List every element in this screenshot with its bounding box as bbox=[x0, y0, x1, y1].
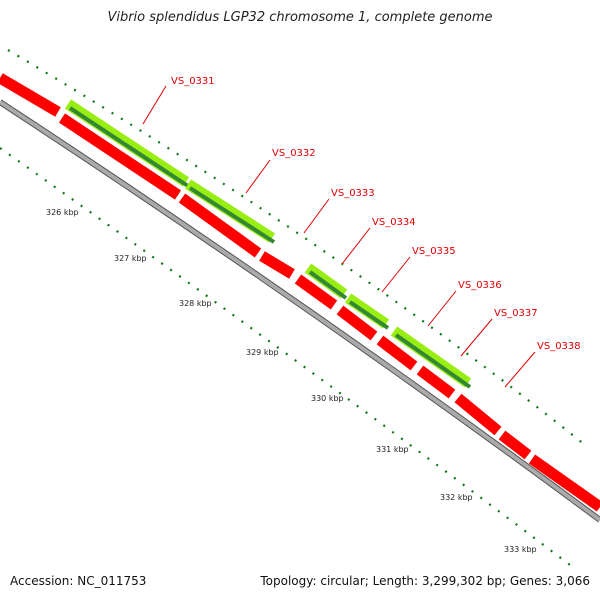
tick-label: 329 kbp bbox=[246, 348, 279, 357]
gene-leader-line bbox=[303, 198, 330, 234]
forward-gene-block[interactable] bbox=[0, 73, 61, 117]
gene-leader-line bbox=[142, 85, 167, 125]
forward-gene-block[interactable] bbox=[454, 393, 502, 436]
gene-leader-line bbox=[460, 318, 493, 357]
forward-gene-block[interactable] bbox=[58, 113, 182, 200]
gene-label[interactable]: VS_0333 bbox=[331, 188, 375, 199]
forward-gene-block[interactable] bbox=[498, 430, 532, 460]
tick-label: 332 kbp bbox=[440, 493, 473, 502]
forward-gene-block[interactable] bbox=[416, 365, 456, 399]
reverse-gene-shadow[interactable] bbox=[188, 186, 276, 244]
gene-leaders bbox=[142, 85, 536, 388]
reverse-gene-block[interactable] bbox=[390, 326, 472, 388]
gene-leader-line bbox=[381, 256, 411, 293]
gene-label[interactable]: VS_0331 bbox=[171, 76, 215, 87]
tick-label: 327 kbp bbox=[114, 254, 147, 263]
gene-label[interactable]: VS_0338 bbox=[537, 341, 581, 352]
tick-label: 331 kbp bbox=[376, 445, 409, 454]
map-title: Vibrio splendidus LGP32 chromosome 1, co… bbox=[107, 10, 493, 25]
reverse-gene-shadow[interactable] bbox=[348, 300, 390, 330]
gene-label[interactable]: VS_0335 bbox=[412, 246, 456, 257]
reverse-gene-shadow[interactable] bbox=[68, 106, 190, 188]
gene-label[interactable]: VS_0334 bbox=[372, 217, 416, 228]
tick-label: 333 kbp bbox=[504, 545, 537, 554]
gene-label[interactable]: VS_0337 bbox=[494, 308, 538, 319]
gene-label[interactable]: VS_0332 bbox=[272, 148, 316, 159]
forward-gene-block[interactable] bbox=[376, 335, 418, 371]
accession-text: Accession: NC_011753 bbox=[10, 574, 147, 588]
gene-leader-line bbox=[504, 351, 536, 388]
reverse-gene-shadow[interactable] bbox=[308, 270, 348, 300]
forward-gene-block[interactable] bbox=[259, 251, 295, 279]
topology-text: Topology: circular; Length: 3,299,302 bp… bbox=[260, 574, 590, 588]
tick-label: 330 kbp bbox=[311, 394, 344, 403]
forward-gene-block[interactable] bbox=[528, 454, 600, 512]
tick-label: 326 kbp bbox=[46, 208, 79, 217]
reverse-gene-block[interactable] bbox=[344, 293, 390, 329]
reverse-gene-block[interactable] bbox=[185, 179, 275, 243]
forward-gene-block[interactable] bbox=[294, 274, 338, 310]
forward-gene-block[interactable] bbox=[178, 193, 262, 258]
forward-gene-block[interactable] bbox=[336, 305, 378, 341]
outer-tick-ring bbox=[7, 49, 586, 446]
gene-label[interactable]: VS_0336 bbox=[458, 280, 502, 291]
gene-leader-line bbox=[427, 290, 457, 327]
gene-leader-line bbox=[341, 227, 371, 265]
gene-leader-line bbox=[245, 159, 271, 194]
tick-label: 328 kbp bbox=[179, 299, 212, 308]
reverse-gene-block[interactable] bbox=[304, 263, 348, 299]
reverse-gene-shadow[interactable] bbox=[394, 333, 472, 389]
forward-strand-genes bbox=[0, 73, 600, 512]
backbone bbox=[0, 100, 600, 522]
reverse-strand-genes bbox=[64, 99, 472, 389]
inner-tick-ring bbox=[0, 147, 571, 566]
reverse-gene-block[interactable] bbox=[64, 99, 190, 187]
